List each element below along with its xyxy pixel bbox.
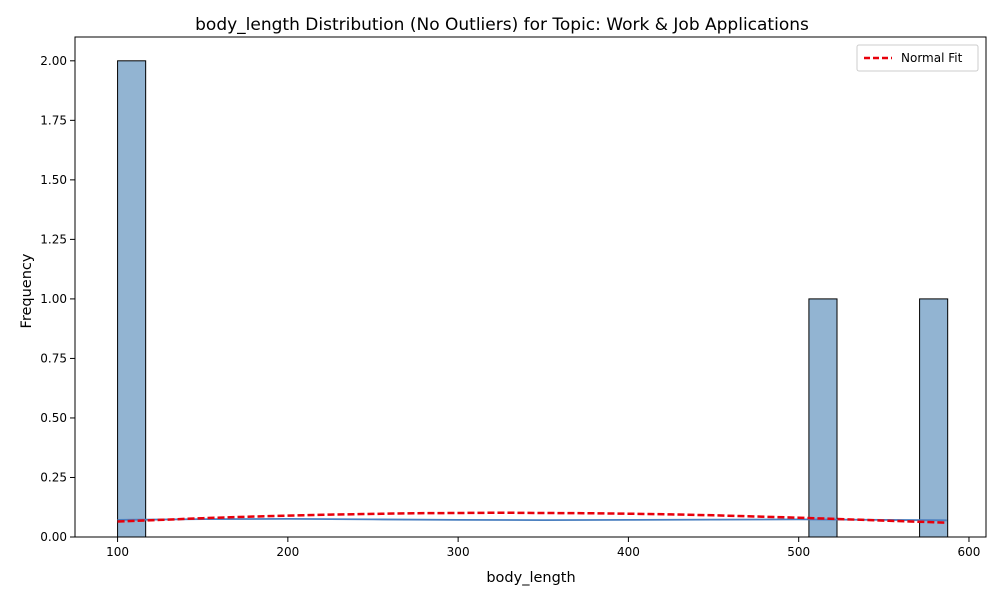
legend-box xyxy=(856,44,979,72)
x-axis-label: body_length xyxy=(486,570,575,586)
legend-normal-fit-label: Normal Fit xyxy=(901,51,963,65)
lines-layer xyxy=(117,511,947,524)
y-tick-label: 1.00 xyxy=(40,292,67,306)
y-tick-label: 1.75 xyxy=(40,113,67,127)
y-tick-label: 0.50 xyxy=(40,411,67,425)
x-tick-label: 300 xyxy=(447,545,470,559)
y-tick-label: 1.25 xyxy=(40,232,67,246)
chart-title: body_length Distribution (No Outliers) f… xyxy=(195,15,809,35)
histogram-bar-3 xyxy=(919,298,949,538)
x-tick-label: 200 xyxy=(276,545,299,559)
y-tick-label: 0.75 xyxy=(40,351,67,365)
axes-layer: 100 200 300 400 500 600 0.00 0.25 0.50 0.75 1.00 1.… xyxy=(40,36,987,559)
kde-line xyxy=(117,517,947,522)
x-tick-label: 500 xyxy=(787,545,810,559)
histogram-bar-1 xyxy=(117,60,147,538)
legend: Normal Fit xyxy=(856,44,979,72)
x-tick-label: 600 xyxy=(958,545,981,559)
y-tick-label: 2.00 xyxy=(40,54,67,68)
y-axis-label: Frequency xyxy=(19,253,35,328)
y-tick-label: 1.50 xyxy=(40,173,67,187)
normal-fit-line xyxy=(117,511,947,524)
x-tick-label: 400 xyxy=(617,545,640,559)
histogram-bar-2 xyxy=(808,298,838,538)
x-tick-label: 100 xyxy=(106,545,129,559)
y-tick-label: 0.25 xyxy=(40,470,67,484)
plot-frame xyxy=(74,36,987,538)
y-tick-label: 0.00 xyxy=(40,530,67,544)
bars-layer xyxy=(117,60,949,538)
